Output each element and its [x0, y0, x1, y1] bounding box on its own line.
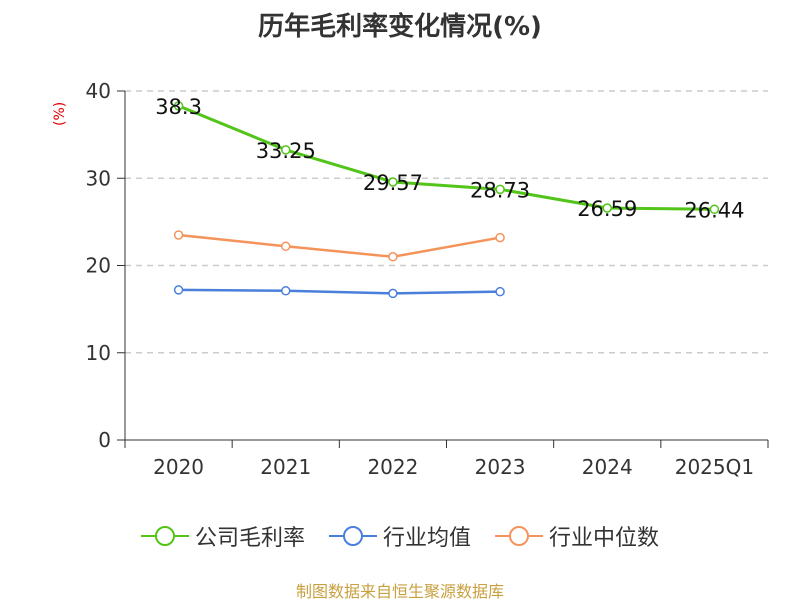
data-point	[281, 145, 291, 155]
legend-marker-orange	[495, 526, 543, 546]
data-point	[388, 177, 398, 187]
y-tick-label: 0	[98, 428, 111, 452]
chart-title: 历年毛利率变化情况(%)	[258, 12, 542, 42]
data-label: 33.25	[256, 139, 316, 163]
series-line	[178, 288, 501, 295]
data-point	[495, 184, 505, 195]
data-label: 29.57	[363, 171, 423, 195]
data-point	[388, 252, 398, 262]
x-tick-label: 2023	[475, 455, 526, 479]
data-point	[173, 285, 184, 295]
data-point	[388, 288, 398, 299]
legend-label: 公司毛利率	[194, 526, 305, 551]
chart-plot: 0 10 20 30 40 2020 2021 2022 2023 2024 2025Q1 38.3 3…	[86, 79, 769, 479]
legend-item-industry-mean[interactable]: 行业均值	[328, 520, 471, 552]
source-footer: 制图数据来自恒生聚源数据库	[295, 582, 504, 601]
data-label: 26.44	[684, 198, 744, 222]
x-tick-label: 2020	[153, 455, 204, 479]
x-tick-label: 2022	[367, 455, 418, 479]
data-label: 26.59	[577, 197, 637, 221]
data-point	[709, 204, 720, 215]
y-tick-label: 30	[86, 166, 111, 190]
legend-item-industry-median[interactable]: 行业中位数	[495, 520, 659, 552]
y-tick-label: 10	[86, 341, 111, 365]
y-tick-label: 40	[86, 79, 111, 103]
data-point	[173, 101, 184, 111]
chart-legend: 公司毛利率 行业均值 行业中位数	[0, 520, 800, 552]
series-line	[178, 104, 715, 211]
series-line	[178, 233, 501, 259]
legend-label: 行业中位数	[549, 526, 660, 551]
x-tick-label: 2025Q1	[675, 455, 754, 479]
y-tick-label: 20	[86, 254, 111, 278]
legend-label: 行业均值	[382, 526, 471, 551]
data-point	[173, 230, 184, 240]
data-point	[602, 203, 612, 213]
data-label: 28.73	[470, 178, 530, 202]
data-point	[281, 286, 291, 296]
x-tick-label: 2021	[260, 455, 311, 479]
data-point	[281, 241, 291, 252]
legend-marker-blue	[328, 526, 377, 546]
data-point	[495, 286, 505, 297]
x-tick-label: 2024	[582, 455, 633, 479]
data-label: 38.3	[155, 95, 202, 119]
data-point	[495, 232, 505, 243]
legend-item-company-margin[interactable]: 公司毛利率	[140, 520, 305, 552]
legend-marker-green	[140, 526, 189, 546]
